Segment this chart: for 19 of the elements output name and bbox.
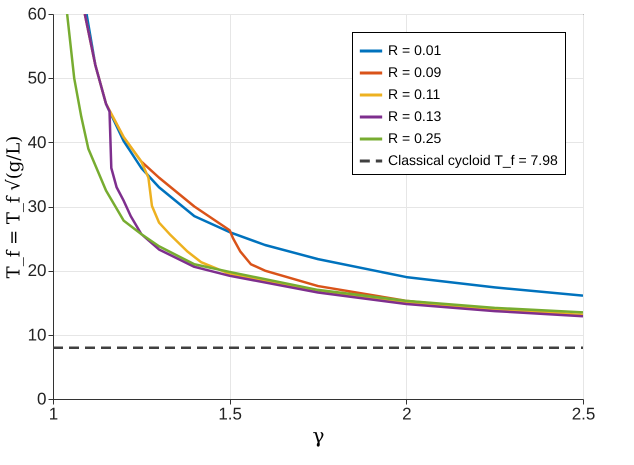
legend-label: R = 0.11 (388, 86, 440, 102)
y-tick-label: 40 (28, 132, 46, 152)
legend-label: R = 0.13 (388, 108, 442, 124)
y-tick-label: 20 (28, 261, 46, 280)
y-tick-label: 60 (28, 4, 46, 24)
legend-label: Classical cycloid T_f = 7.98 (388, 152, 558, 168)
y-tick-label: 0 (37, 390, 46, 408)
x-tick-label: 2.5 (572, 404, 596, 424)
y-tick-label: 50 (28, 68, 46, 88)
y-axis-title: T_f = T_f √(g/L) (4, 136, 25, 278)
x-tick-label: 1.5 (218, 404, 242, 424)
legend-label: R = 0.09 (388, 64, 442, 80)
legend-label: R = 0.25 (388, 130, 442, 146)
x-tick-label: 2 (402, 404, 412, 424)
legend-label: R = 0.01 (388, 42, 442, 58)
y-tick-label: 10 (28, 325, 46, 344)
x-tick-label: 1 (48, 404, 58, 424)
y-tick-label: 30 (28, 197, 46, 216)
x-axis-title: γ (312, 424, 324, 448)
